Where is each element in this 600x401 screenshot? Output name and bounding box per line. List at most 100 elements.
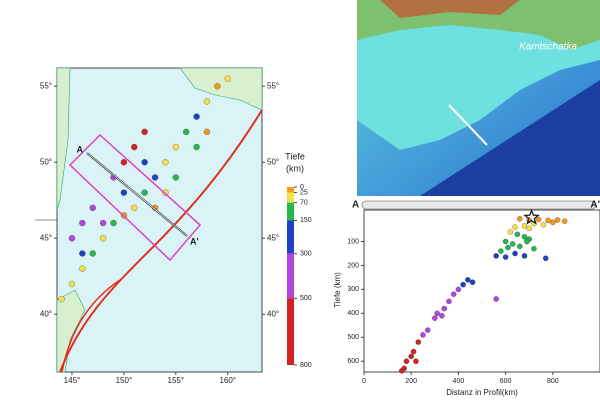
quake-point	[451, 292, 456, 297]
quake-point	[555, 217, 560, 222]
quake	[173, 144, 179, 150]
quake	[69, 235, 75, 241]
quake	[214, 83, 220, 89]
colorbar-segment	[287, 193, 294, 203]
colorbar-label: 500	[300, 295, 312, 302]
profile-bar	[362, 201, 596, 209]
profile-label: A'	[190, 236, 199, 246]
quake	[204, 129, 210, 135]
y-tick-label: 500	[347, 334, 359, 341]
quake	[121, 159, 127, 165]
quake	[173, 174, 179, 180]
quake-point	[420, 332, 425, 337]
lon-tick-label: 155°	[168, 376, 185, 385]
quake	[79, 266, 85, 272]
quake-point	[470, 280, 475, 285]
colorbar-segment	[287, 220, 294, 253]
quake-point	[465, 277, 470, 282]
quake-point	[541, 222, 546, 227]
profile-end-label: A'	[590, 200, 600, 211]
quake	[121, 190, 127, 196]
y-tick-label: 100	[347, 238, 359, 245]
lon-tick-label: 150°	[116, 376, 133, 385]
lat-tick-label: 50°	[40, 157, 52, 166]
quake-point	[503, 254, 508, 259]
quake-point	[498, 248, 503, 253]
quake-point	[439, 313, 444, 318]
x-tick-label: 800	[547, 378, 559, 385]
quake	[59, 296, 65, 302]
quake-point	[517, 216, 522, 221]
lon-tick-label: 145°	[64, 376, 81, 385]
x-axis-label: Distanz in Profil(km)	[446, 388, 518, 397]
quake-point	[562, 219, 567, 224]
quake-point	[515, 232, 520, 237]
colorbar-segment	[287, 187, 294, 193]
colorbar-segment	[287, 254, 294, 299]
quake	[194, 144, 200, 150]
profile-label: A	[77, 144, 84, 154]
y-axis-label: Tiefe (km)	[333, 272, 342, 308]
quake-point	[461, 282, 466, 287]
x-tick-label: 0	[362, 378, 366, 385]
colorbar-segment	[287, 298, 294, 365]
x-tick-label: 400	[453, 378, 465, 385]
colorbar-segment	[287, 203, 294, 221]
x-tick-label: 600	[500, 378, 512, 385]
quake-point	[550, 220, 555, 225]
colorbar-label: 70	[300, 199, 308, 206]
quake-point	[522, 223, 527, 228]
quake-point	[413, 359, 418, 364]
page: A A' Tiefe (km) Kamtschatka A A' Distanz…	[0, 0, 600, 401]
quake-point	[522, 253, 527, 258]
quake-point	[494, 253, 499, 258]
lon-tick-label: 160°	[219, 376, 236, 385]
quake-point	[510, 241, 515, 246]
quake	[142, 129, 148, 135]
quake	[142, 190, 148, 196]
quake	[110, 220, 116, 226]
quake-point	[508, 229, 513, 234]
y-tick-label: 300	[347, 286, 359, 293]
quake	[90, 205, 96, 211]
quake-point	[494, 296, 499, 301]
lat-tick-label: 40°	[267, 309, 279, 318]
quake-point	[456, 287, 461, 292]
quake-point	[536, 217, 541, 222]
profile-frame	[364, 210, 600, 372]
colorbar-label: 300	[300, 251, 312, 258]
profile-end-label: A	[352, 200, 359, 211]
quake-point	[505, 245, 510, 250]
lat-tick-label: 40°	[40, 309, 52, 318]
y-tick-label: 200	[347, 262, 359, 269]
quake-point	[404, 359, 409, 364]
quake-point	[527, 226, 532, 231]
image-label: Kamtschatka	[519, 42, 577, 53]
quake-point	[411, 349, 416, 354]
quake	[183, 129, 189, 135]
quake	[79, 250, 85, 256]
quake	[79, 220, 85, 226]
quake-point	[545, 218, 550, 223]
lat-tick-label: 45°	[267, 233, 279, 242]
lat-tick-label: 50°	[267, 157, 279, 166]
quake-point	[522, 234, 527, 239]
quake	[194, 114, 200, 120]
lat-tick-label: 55°	[267, 81, 279, 90]
quake-point	[425, 328, 430, 333]
quake-point	[512, 225, 517, 230]
figure: A A' Tiefe (km) Kamtschatka A A' Distanz…	[0, 0, 600, 401]
quake-point	[432, 316, 437, 321]
lat-tick-label: 55°	[40, 81, 52, 90]
quake-point	[409, 354, 414, 359]
quake-point	[446, 299, 451, 304]
quake	[69, 281, 75, 287]
quake-point	[524, 239, 529, 244]
quake-point	[512, 251, 517, 256]
quake-point	[416, 339, 421, 344]
quake-point	[543, 256, 548, 261]
quake	[90, 250, 96, 256]
colorbar-label: 150	[300, 217, 312, 224]
colorbar-label: 800	[300, 362, 312, 369]
quake	[131, 205, 137, 211]
